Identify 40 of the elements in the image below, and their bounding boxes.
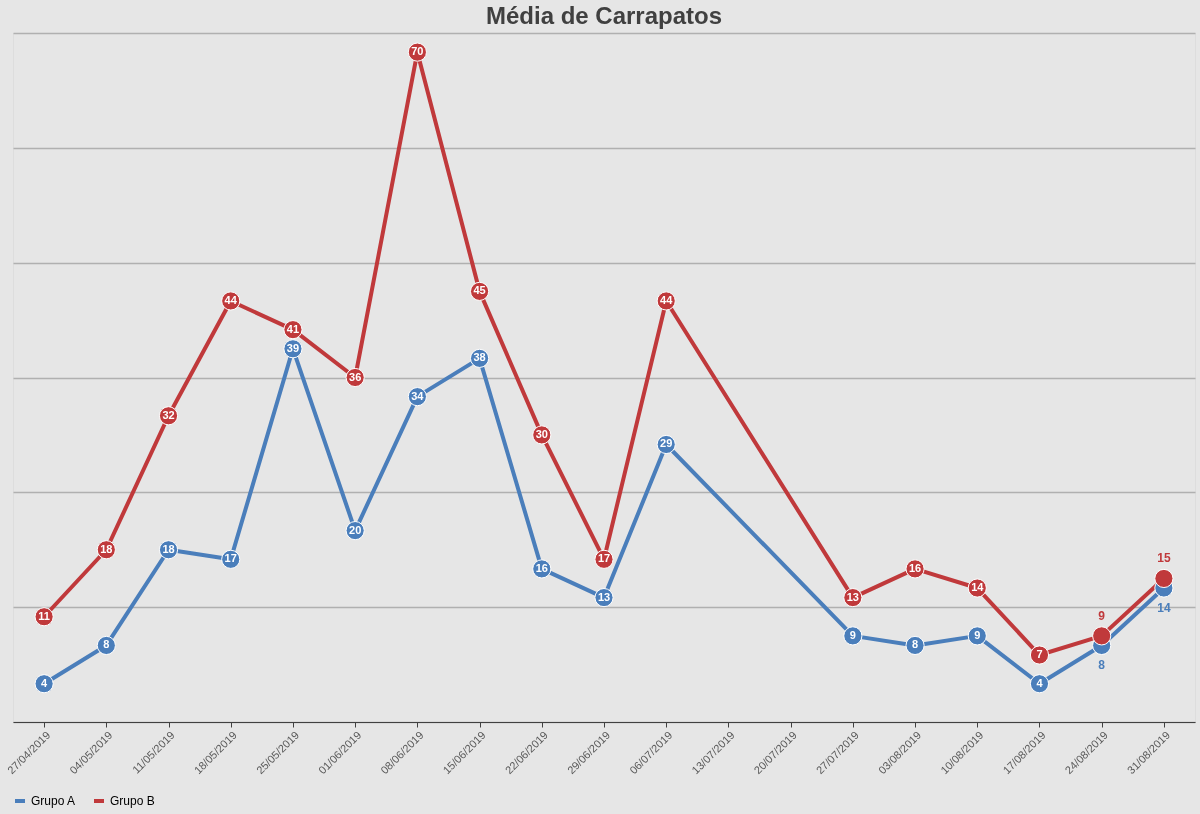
data-label: 8 bbox=[1098, 658, 1106, 673]
data-label: 13 bbox=[597, 590, 611, 603]
data-label: 9 bbox=[849, 628, 856, 641]
legend-label: Grupo A bbox=[31, 794, 76, 808]
point bbox=[1092, 626, 1112, 646]
data-label: 30 bbox=[535, 427, 548, 440]
data-label: 8 bbox=[911, 638, 919, 651]
data-label: 15 bbox=[1157, 551, 1171, 566]
legend-label: Grupo B bbox=[110, 794, 155, 808]
data-label: 38 bbox=[473, 351, 486, 364]
data-label: 4 bbox=[1036, 676, 1044, 689]
data-label: 45 bbox=[473, 284, 486, 297]
data-label: 39 bbox=[286, 341, 300, 354]
data-label: 16 bbox=[908, 561, 922, 574]
data-label: 17 bbox=[224, 552, 237, 565]
data-label: 16 bbox=[535, 561, 548, 574]
data-label: 34 bbox=[411, 389, 425, 402]
data-label: 18 bbox=[100, 542, 113, 555]
data-label: 8 bbox=[103, 638, 110, 651]
data-label: 11 bbox=[38, 609, 50, 622]
data-label: 4 bbox=[41, 676, 49, 689]
point bbox=[1154, 568, 1174, 589]
data-label: 32 bbox=[162, 408, 175, 421]
chart-title: Média de Carrapatos bbox=[485, 2, 723, 29]
data-label: 20 bbox=[349, 523, 362, 536]
data-label: 14 bbox=[971, 581, 985, 594]
data-label: 9 bbox=[974, 628, 981, 641]
data-label: 44 bbox=[224, 293, 238, 306]
data-label: 41 bbox=[286, 322, 300, 335]
data-label: 17 bbox=[597, 552, 611, 565]
data-label: 7 bbox=[1036, 648, 1043, 661]
data-label: 14 bbox=[1157, 601, 1171, 616]
data-label: 36 bbox=[349, 370, 362, 383]
data-label: 13 bbox=[846, 590, 859, 603]
data-label: 18 bbox=[162, 542, 175, 555]
data-label: 44 bbox=[660, 293, 674, 306]
data-label: 70 bbox=[411, 45, 424, 58]
data-label: 9 bbox=[1098, 608, 1106, 623]
data-label: 29 bbox=[660, 437, 673, 450]
point bbox=[1029, 645, 1050, 665]
